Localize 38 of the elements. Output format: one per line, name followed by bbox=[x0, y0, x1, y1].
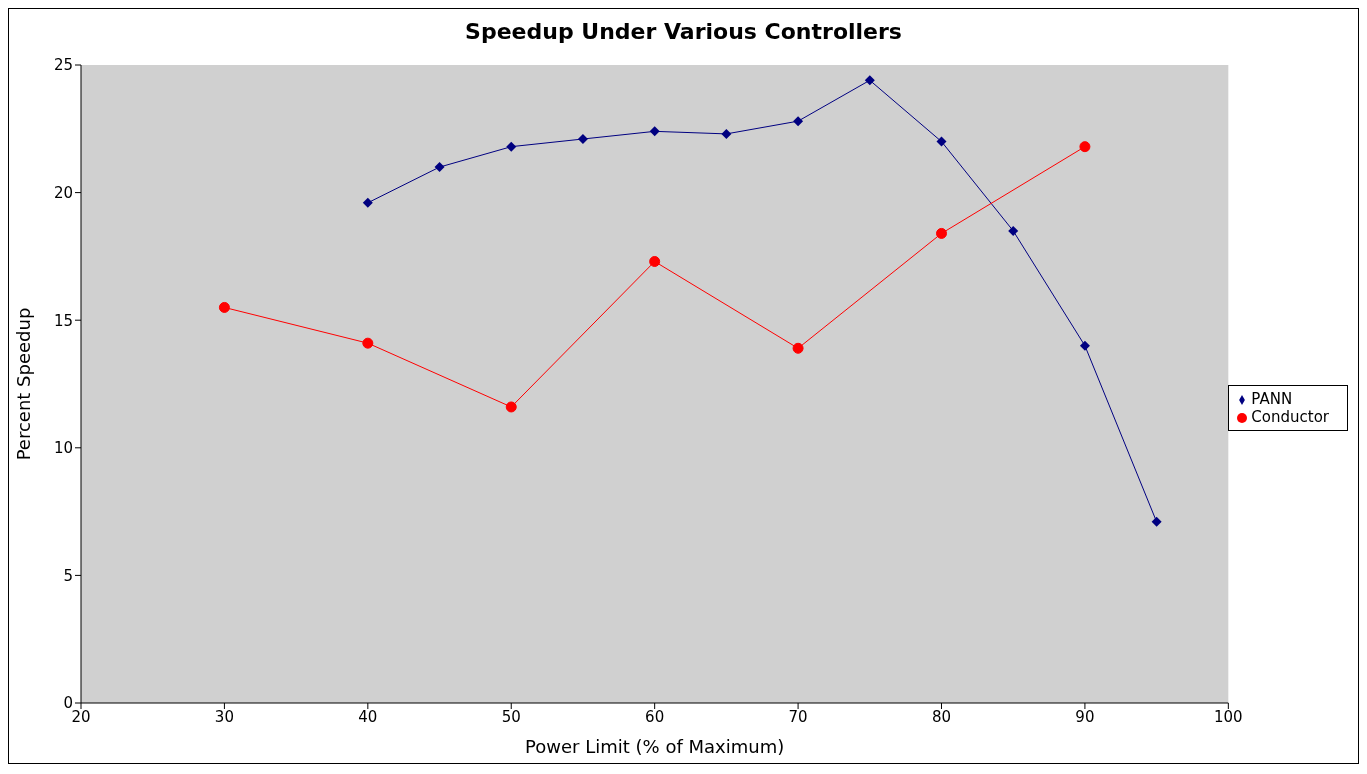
x-tick-label: 40 bbox=[358, 707, 378, 726]
y-tick-label: 0 bbox=[63, 694, 73, 713]
point bbox=[577, 134, 588, 145]
point bbox=[362, 197, 373, 208]
chart-title: Speedup Under Various Controllers bbox=[464, 18, 903, 46]
y-tick-label: 5 bbox=[63, 566, 73, 585]
y-tick-label: 15 bbox=[53, 311, 73, 330]
y-tick-label: 25 bbox=[53, 56, 73, 75]
point bbox=[1079, 141, 1091, 153]
point bbox=[792, 342, 804, 354]
y-tick-label: 10 bbox=[53, 439, 73, 458]
x-tick-label: 30 bbox=[214, 707, 234, 726]
point bbox=[434, 162, 445, 173]
point bbox=[1079, 340, 1090, 351]
point bbox=[1008, 225, 1019, 236]
y-tick-label: 20 bbox=[53, 183, 73, 202]
point bbox=[864, 75, 875, 86]
point bbox=[936, 227, 947, 239]
legend-label: Conductor bbox=[1251, 408, 1329, 426]
legend-label: PANN bbox=[1251, 390, 1293, 408]
point bbox=[505, 401, 517, 413]
point bbox=[1151, 516, 1162, 527]
x-tick-label: 50 bbox=[501, 707, 521, 726]
point bbox=[506, 141, 517, 152]
point bbox=[649, 256, 661, 267]
x-tick-label: 80 bbox=[931, 707, 952, 726]
point bbox=[793, 116, 804, 127]
point bbox=[649, 126, 660, 137]
y-axis-title: Percent Speedup bbox=[13, 307, 35, 461]
x-axis-title: Power Limit (% of Maximum) bbox=[525, 736, 785, 757]
x-tick-label: 90 bbox=[1075, 707, 1095, 726]
x-tick-label: 100 bbox=[1214, 707, 1243, 726]
x-tick-label: 60 bbox=[645, 707, 665, 726]
point bbox=[362, 337, 374, 349]
x-tick-label: 70 bbox=[788, 707, 808, 726]
point bbox=[936, 136, 947, 147]
point bbox=[218, 301, 230, 313]
point bbox=[721, 128, 732, 139]
